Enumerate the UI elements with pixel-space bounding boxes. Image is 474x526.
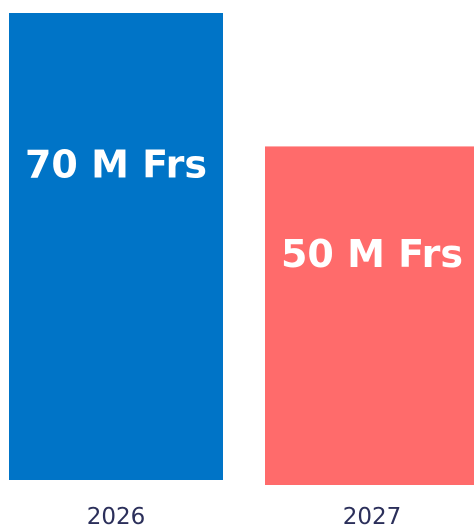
bar-2027 bbox=[265, 146, 474, 485]
data-labels-group: 70 M Frs 50 M Frs bbox=[25, 143, 463, 276]
category-labels-group: 2026 2027 bbox=[87, 504, 402, 526]
data-label-2026: 70 M Frs bbox=[25, 143, 207, 187]
category-label-2027: 2027 bbox=[343, 504, 402, 526]
bar-2026 bbox=[9, 13, 223, 480]
category-label-2026: 2026 bbox=[87, 504, 146, 526]
data-label-2027: 50 M Frs bbox=[281, 232, 463, 276]
bars-group bbox=[9, 13, 474, 485]
